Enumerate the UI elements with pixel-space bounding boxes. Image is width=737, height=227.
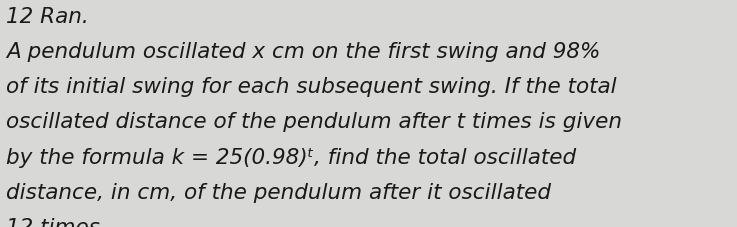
Text: by the formula k = 25(0.98)ᵗ, find the total oscillated: by the formula k = 25(0.98)ᵗ, find the t… bbox=[6, 148, 576, 168]
Text: of its initial swing for each subsequent swing. If the total: of its initial swing for each subsequent… bbox=[6, 77, 617, 97]
Text: oscillated distance of the pendulum after t times is given: oscillated distance of the pendulum afte… bbox=[6, 112, 622, 132]
Text: 12 times.: 12 times. bbox=[6, 218, 107, 227]
Text: A pendulum oscillated x cm on the first swing and 98%: A pendulum oscillated x cm on the first … bbox=[6, 42, 600, 62]
Text: distance, in cm, of the pendulum after it oscillated: distance, in cm, of the pendulum after i… bbox=[6, 183, 551, 203]
Text: 12 Ran.: 12 Ran. bbox=[6, 7, 88, 27]
